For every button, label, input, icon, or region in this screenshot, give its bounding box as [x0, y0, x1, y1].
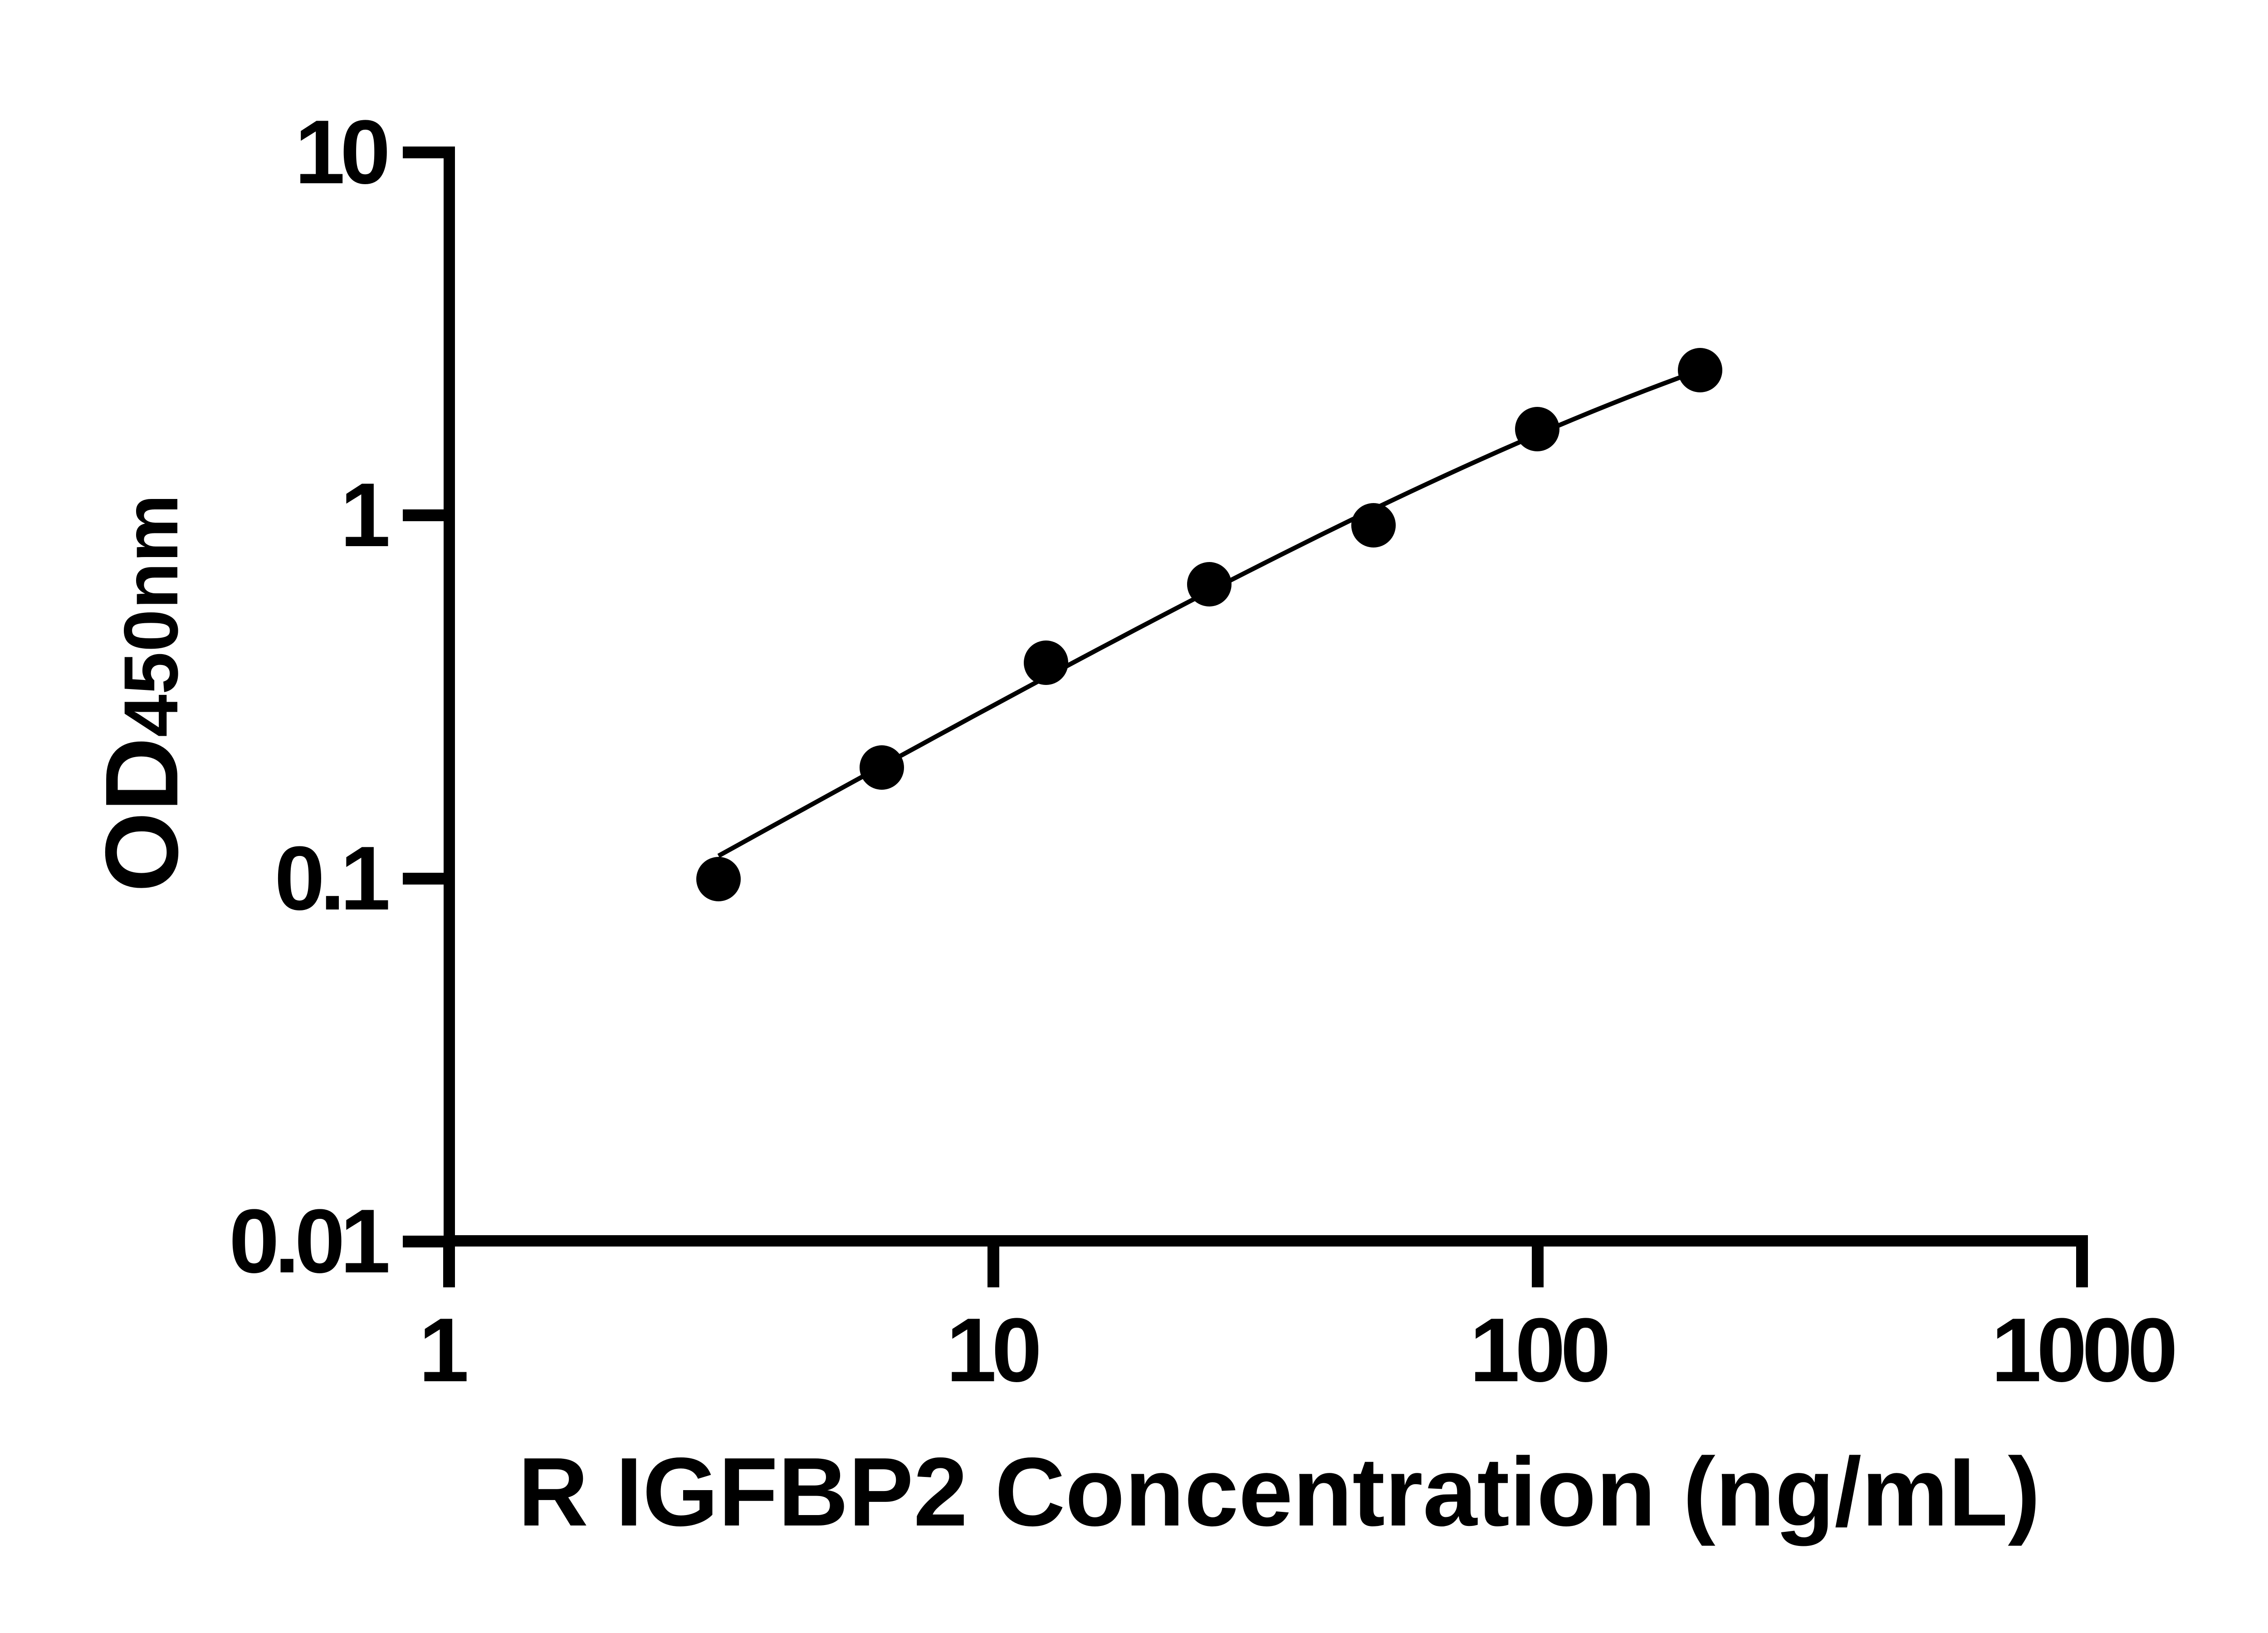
svg-text:OD450nm: OD450nm: [84, 494, 200, 892]
svg-text:1: 1: [340, 464, 388, 566]
svg-text:1000: 1000: [1991, 1300, 2175, 1401]
svg-text:10: 10: [946, 1300, 1039, 1401]
svg-text:0.01: 0.01: [229, 1191, 388, 1292]
svg-text:10: 10: [295, 102, 387, 203]
svg-text:0.1: 0.1: [274, 828, 388, 929]
svg-text:1: 1: [419, 1300, 467, 1401]
svg-text:100: 100: [1470, 1300, 1608, 1401]
svg-text:R IGFBP2 Concentration (ng/mL): R IGFBP2 Concentration (ng/mL): [518, 1437, 2040, 1546]
